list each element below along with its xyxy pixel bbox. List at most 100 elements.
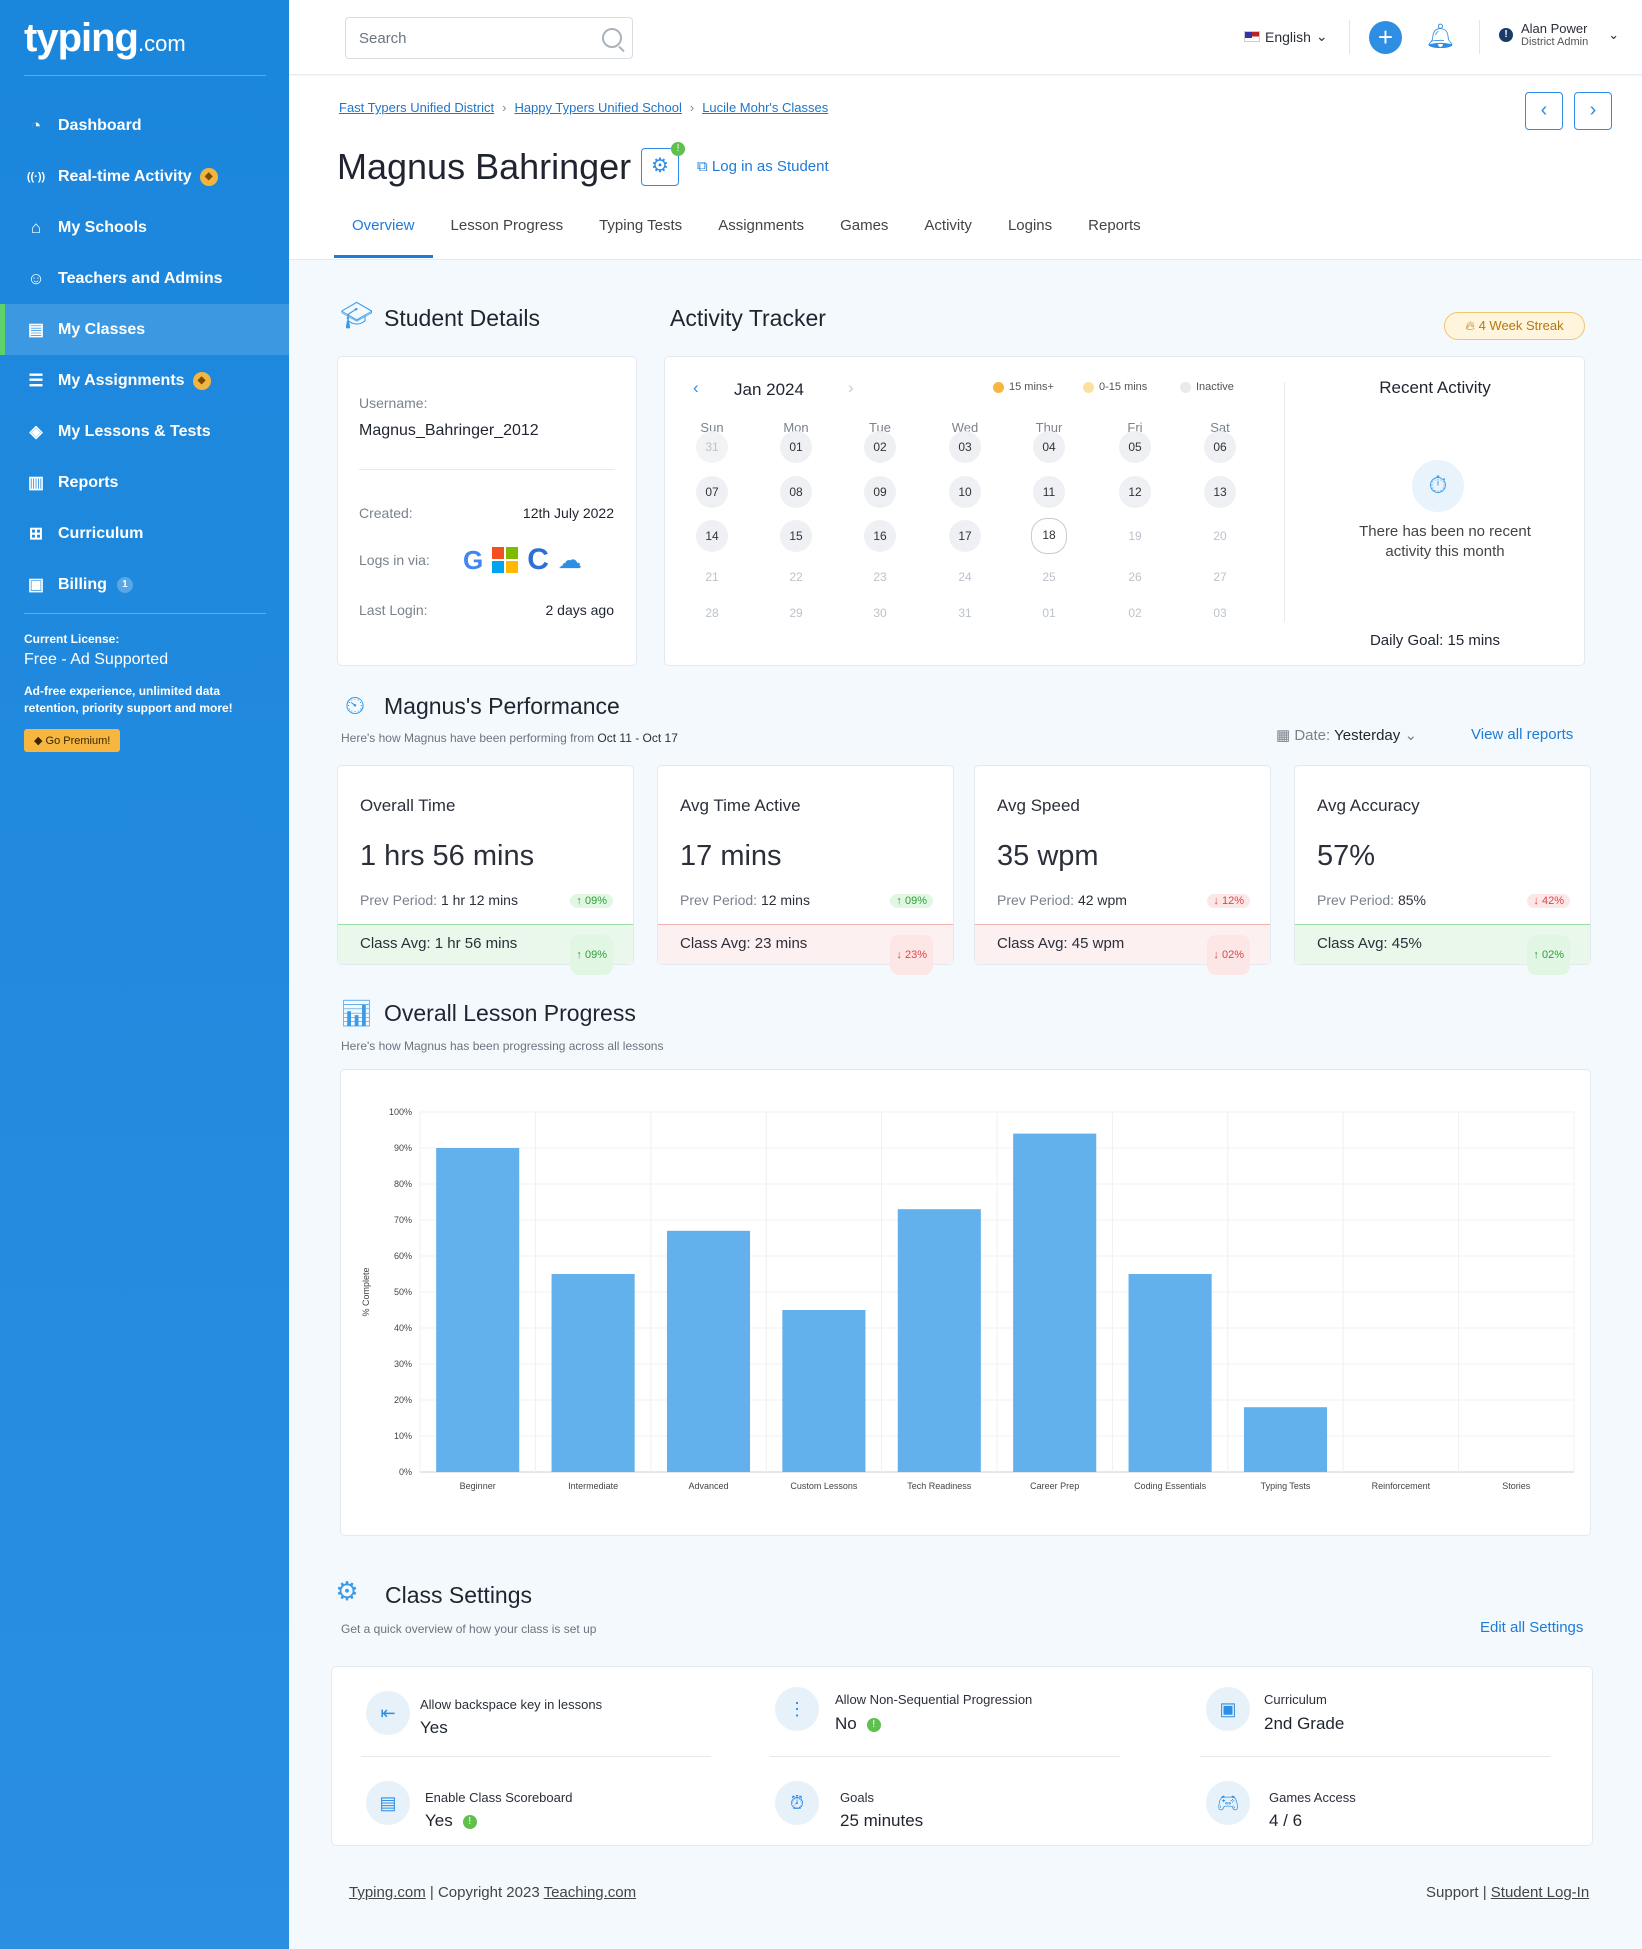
calendar-day[interactable]: 25 — [1042, 570, 1056, 584]
breadcrumb-school[interactable]: Happy Typers Unified School — [514, 100, 682, 115]
calendar-day[interactable]: 13 — [1204, 476, 1236, 508]
calendar-day[interactable]: 11 — [1033, 476, 1065, 508]
sidebar-item-my-assignments[interactable]: ☰ My Assignments ◆ — [0, 355, 289, 406]
teaching-com-link[interactable]: Teaching.com — [543, 1884, 637, 1901]
calendar-day[interactable]: 24 — [958, 570, 972, 584]
license-panel: Current License: Free - Ad Supported Ad-… — [24, 632, 254, 752]
tab-typing-tests[interactable]: Typing Tests — [599, 217, 683, 234]
calendar-day[interactable]: 14 — [696, 520, 728, 552]
typing-logo[interactable]: typing.com — [24, 16, 186, 60]
bar-typing-tests[interactable] — [1243, 1407, 1328, 1472]
tab-lesson-progress[interactable]: Lesson Progress — [450, 217, 564, 234]
logs-in-via-label: Logs in via: — [359, 552, 430, 568]
calendar-day[interactable]: 15 — [780, 520, 812, 552]
calendar-day[interactable]: 26 — [1128, 570, 1142, 584]
log-in-as-student-link[interactable]: ⧉ Log in as Student — [697, 158, 829, 175]
bell-icon[interactable]: 🔔︎ — [1425, 23, 1456, 50]
sidebar-item-label: My Schools — [58, 218, 147, 236]
bar-coding-essentials[interactable] — [1128, 1274, 1212, 1472]
sidebar-item-teachers-and-admins[interactable]: ☺ Teachers and Admins — [0, 253, 289, 304]
y-tick-label: 70% — [394, 1215, 412, 1225]
metric-prev-period: Prev Period: 42 wpm — [997, 892, 1127, 908]
go-premium-button[interactable]: ◆ Go Premium! — [24, 729, 121, 752]
recent-activity-empty: There has been no recent activity this m… — [1359, 523, 1531, 560]
calendar-day[interactable]: 04 — [1033, 431, 1065, 463]
calendar-day[interactable]: 07 — [696, 476, 728, 508]
calendar-day[interactable]: 12 — [1119, 476, 1151, 508]
calendar-day[interactable]: 03 — [949, 431, 981, 463]
bar-custom-lessons[interactable] — [782, 1310, 866, 1472]
calendar-day[interactable]: 01 — [780, 431, 812, 463]
calendar-day[interactable]: 29 — [789, 606, 803, 620]
calendar-day[interactable]: 22 — [789, 570, 803, 584]
typing-com-link[interactable]: Typing.com — [349, 1884, 426, 1901]
calendar-day[interactable]: 09 — [864, 476, 896, 508]
calendar-day[interactable]: 28 — [705, 606, 719, 620]
calendar-day[interactable]: 02 — [1128, 606, 1142, 620]
tab-logins[interactable]: Logins — [1007, 217, 1053, 234]
tab-reports[interactable]: Reports — [1088, 217, 1141, 234]
calendar-day[interactable]: 18 — [1031, 518, 1067, 554]
calendar-day[interactable]: 03 — [1213, 606, 1227, 620]
language-select[interactable]: English ⌄ — [1244, 28, 1328, 45]
bar-career-prep[interactable] — [1013, 1133, 1097, 1472]
arrow-up-icon: ↑ — [576, 949, 585, 961]
previous-student-button[interactable]: ‹ — [1525, 92, 1563, 130]
calendar-day[interactable]: 17 — [949, 520, 981, 552]
calendar-day[interactable]: 10 — [949, 476, 981, 508]
calendar-day[interactable]: 27 — [1213, 570, 1227, 584]
next-student-button[interactable]: › — [1574, 92, 1612, 130]
bar-intermediate[interactable] — [551, 1274, 635, 1472]
calendar-day[interactable]: 30 — [873, 606, 887, 620]
sidebar-item-my-lessons-tests[interactable]: ◈ My Lessons & Tests — [0, 406, 289, 457]
next-month-button[interactable]: › — [848, 378, 854, 397]
date-filter[interactable]: ▦ Date: Yesterday ⌄ — [1276, 727, 1418, 744]
breadcrumb-classes[interactable]: Lucile Mohr's Classes — [702, 100, 829, 115]
footer-right: Support | Student Log-In — [1426, 1884, 1590, 1901]
edit-all-settings-link[interactable]: Edit all Settings — [1480, 1619, 1584, 1636]
x-tick-label: Custom Lessons — [790, 1481, 858, 1491]
bar-advanced[interactable] — [666, 1230, 751, 1472]
calendar-day[interactable]: 08 — [780, 476, 812, 508]
sidebar-item-dashboard[interactable]: ◔ Dashboard — [0, 100, 289, 151]
view-all-reports-link[interactable]: View all reports — [1471, 726, 1574, 743]
tab-assignments[interactable]: Assignments — [718, 217, 805, 234]
student-settings-button[interactable]: ⚙! — [641, 142, 685, 186]
search-icon[interactable] — [602, 28, 622, 48]
y-tick-label: 10% — [394, 1431, 412, 1441]
search-input[interactable]: Search — [345, 17, 633, 59]
prev-month-button[interactable]: ‹ — [693, 378, 699, 397]
daily-goal: Daily Goal: 15 mins — [1369, 632, 1501, 649]
student-login-link[interactable]: Student Log-In — [1490, 1884, 1590, 1901]
calendar-day[interactable]: 21 — [705, 570, 719, 584]
breadcrumb-district[interactable]: Fast Typers Unified District — [339, 100, 495, 115]
calendar-day[interactable]: 20 — [1213, 529, 1227, 543]
backspace-key-icon: ⇤ — [366, 1691, 410, 1735]
bar-tech-readiness[interactable] — [897, 1209, 981, 1472]
calendar-day[interactable]: 31 — [958, 606, 972, 620]
sidebar-item-my-classes[interactable]: ▤ My Classes — [0, 304, 289, 355]
add-button[interactable]: + — [1369, 21, 1402, 54]
divider — [359, 469, 615, 470]
support-link[interactable]: Support — [1426, 1884, 1479, 1901]
tab-games[interactable]: Games — [840, 217, 889, 234]
tab-activity[interactable]: Activity — [924, 217, 972, 234]
calendar-day[interactable]: 31 — [696, 431, 728, 463]
calendar-day[interactable]: 16 — [864, 520, 896, 552]
calendar-day[interactable]: 05 — [1119, 431, 1151, 463]
sidebar-item-billing[interactable]: ▣ Billing 1 — [0, 559, 289, 610]
calendar-day[interactable]: 23 — [873, 570, 887, 584]
bar-beginner[interactable] — [436, 1148, 520, 1472]
calendar-day[interactable]: 19 — [1128, 529, 1142, 543]
sidebar-item-curriculum[interactable]: ⊞ Curriculum — [0, 508, 289, 559]
sidebar-item-reports[interactable]: ▥ Reports — [0, 457, 289, 508]
calendar-day[interactable]: 02 — [864, 431, 896, 463]
user-menu[interactable]: ! Alan Power District Admin ⌄ — [1499, 21, 1619, 48]
sidebar-nav: ◔ Dashboard ((·)) Real-time Activity ◆ ⌂ My Sc… — [0, 100, 289, 610]
calendar-day[interactable]: 01 — [1042, 606, 1056, 620]
sidebar-item-real-time-activity[interactable]: ((·)) Real-time Activity ◆ — [0, 151, 289, 202]
tab-overview[interactable]: Overview — [334, 212, 433, 258]
setting-label: Allow Non-Sequential Progression — [835, 1692, 1033, 1707]
sidebar-item-my-schools[interactable]: ⌂ My Schools — [0, 202, 289, 253]
calendar-day[interactable]: 06 — [1204, 431, 1236, 463]
